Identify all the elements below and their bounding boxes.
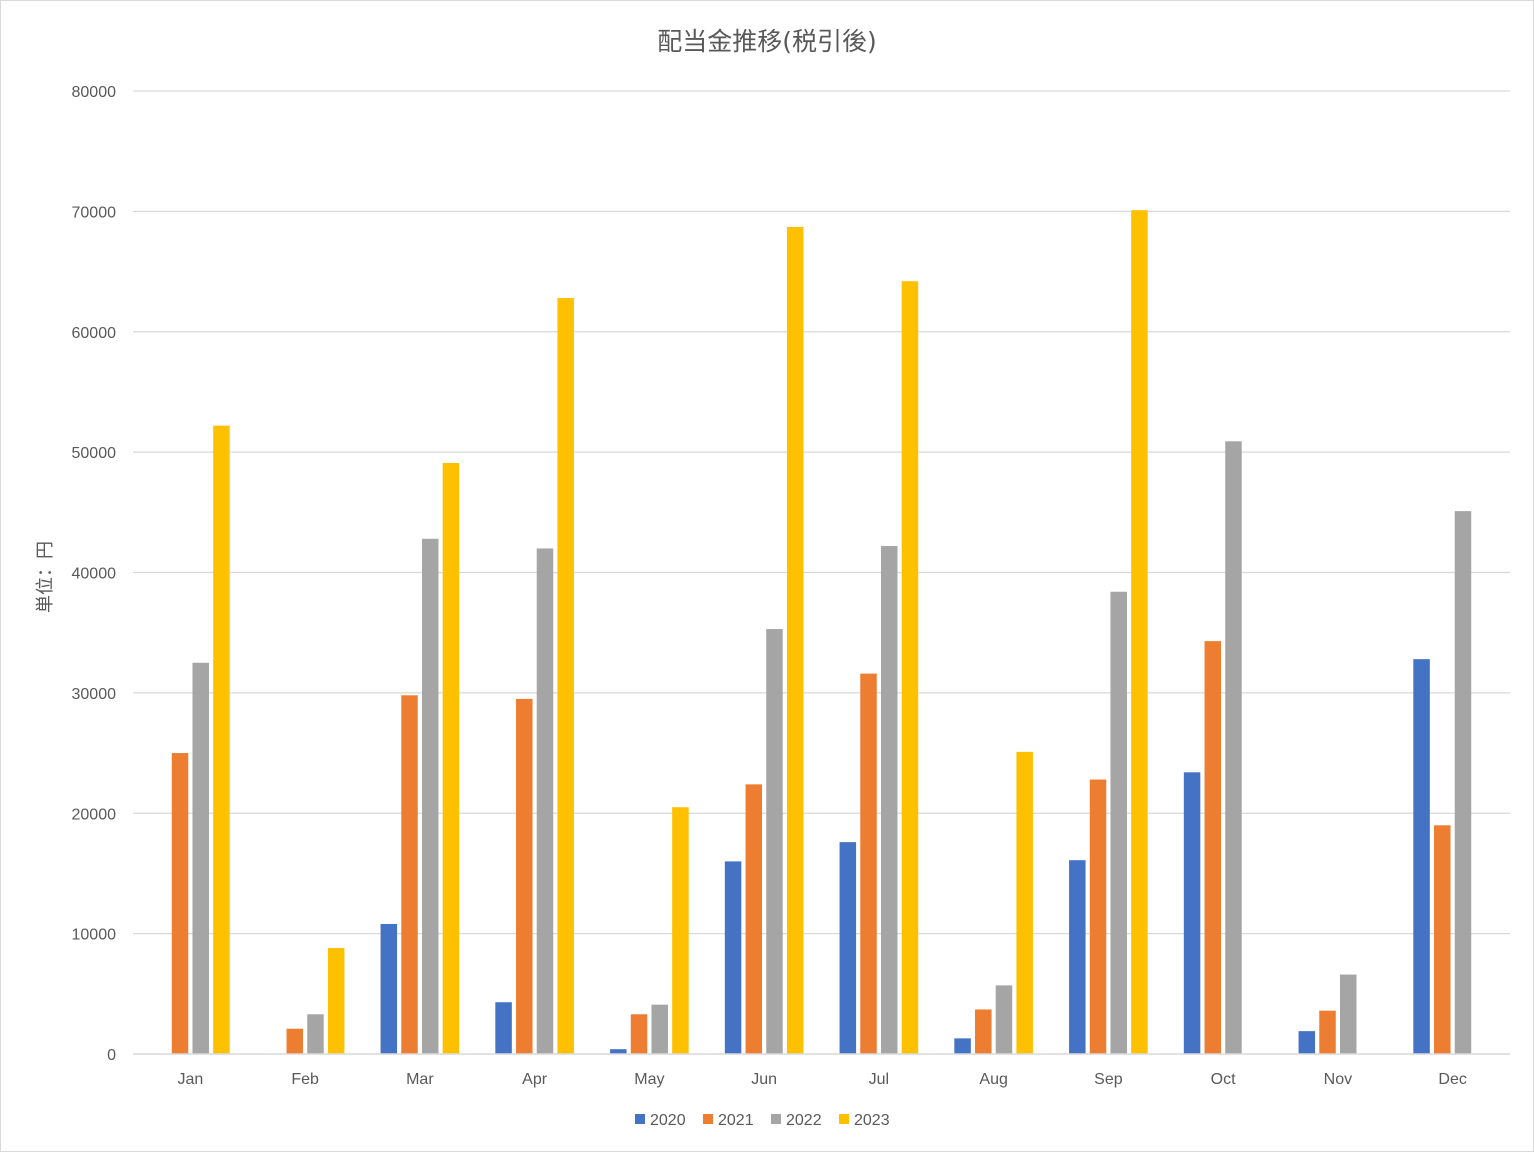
bar-2023-Feb [327,948,345,1054]
bar-2023-Mar [442,462,460,1054]
bar-2020-Oct [1183,772,1201,1054]
bar-2022-Oct [1225,441,1242,1054]
legend-label: 2020 [650,1112,686,1129]
bar-2021-Sep [1089,779,1107,1054]
y-tick-label: 60000 [72,325,117,342]
y-tick-label: 20000 [72,806,117,823]
y-tick-label: 40000 [72,566,117,583]
bar-2022-Feb [307,1014,324,1054]
bar-2023-Apr [557,298,574,1054]
bar-2022-Aug [995,985,1013,1054]
y-tick-label: 10000 [72,927,117,944]
x-tick-label: Mar [406,1071,434,1088]
bar-2022-Jun [766,629,783,1054]
bar-2022-Sep [1110,591,1127,1054]
legend-swatch-2021 [703,1114,713,1124]
bar-2021-Jun [745,784,763,1054]
chart-title: 配当金推移(税引後) [657,27,877,56]
legend-swatch-2020 [635,1114,645,1124]
bar-2021-Oct [1204,641,1222,1054]
y-tick-label: 80000 [72,84,117,101]
legend-label: 2021 [718,1112,754,1129]
x-tick-label: Apr [522,1071,548,1088]
bars [171,210,1472,1055]
bar-2021-Jan [171,753,189,1054]
x-tick-label: Jan [177,1071,203,1088]
bar-2023-Jul [901,281,919,1054]
legend: 2020 2021 2022 2023 [635,1112,890,1129]
x-tick-label: May [634,1071,664,1088]
bar-2022-Dec [1454,511,1472,1054]
bar-2022-Jan [192,662,209,1054]
legend-label: 2022 [786,1112,822,1129]
bar-2021-Mar [401,695,418,1054]
legend-swatch-2022 [771,1114,781,1124]
bar-2021-Feb [286,1028,304,1054]
bar-2020-Jul [839,842,857,1054]
bar-2020-Nov [1298,1031,1316,1054]
bar-2023-Sep [1131,210,1148,1054]
bar-2020-Dec [1413,659,1430,1054]
bar-2022-Mar [421,538,439,1054]
bar-2021-Jul [860,673,877,1054]
bar-2021-Aug [975,1009,992,1054]
y-axis-ticks: 0 10000 20000 30000 40000 50000 60000 70000 8000… [72,84,117,1064]
x-tick-label: Jul [869,1071,889,1088]
gridlines [133,90,1510,935]
bar-2022-May [651,1004,668,1054]
legend-label: 2023 [854,1112,890,1129]
bar-2022-Apr [536,548,554,1054]
bar-2021-May [630,1014,648,1054]
y-tick-label: 30000 [72,686,117,703]
x-tick-label: Aug [979,1071,1007,1088]
bar-2020-Mar [380,923,398,1054]
bar-2023-Aug [1016,751,1033,1054]
bar-2020-Apr [495,1002,512,1054]
bar-2020-May [610,1049,627,1054]
bar-2021-Dec [1434,825,1451,1054]
bar-2022-Nov [1339,974,1357,1054]
bar-2023-Jan [213,425,230,1055]
x-tick-label: Feb [291,1071,319,1088]
bar-2021-Nov [1319,1010,1336,1054]
bar-2023-Jun [786,227,804,1054]
bar-2020-Jun [724,861,742,1054]
legend-swatch-2023 [839,1114,849,1124]
bar-2020-Aug [954,1038,971,1054]
bar-2020-Sep [1069,860,1086,1054]
bar-2023-May [672,807,689,1054]
y-tick-label: 0 [107,1047,116,1064]
bar-2022-Jul [880,546,898,1054]
x-tick-label: Dec [1438,1071,1466,1088]
x-tick-label: Oct [1211,1071,1236,1088]
x-tick-label: Nov [1324,1071,1352,1088]
y-tick-label: 50000 [72,445,117,462]
x-tick-label: Sep [1094,1071,1123,1088]
x-tick-label: Jun [751,1071,777,1088]
bar-2021-Apr [516,698,533,1054]
x-axis-ticks: Jan Feb Mar Apr May Jun Jul Aug Sep Oct Nov Dec [177,1071,1466,1088]
y-tick-label: 70000 [72,204,117,221]
